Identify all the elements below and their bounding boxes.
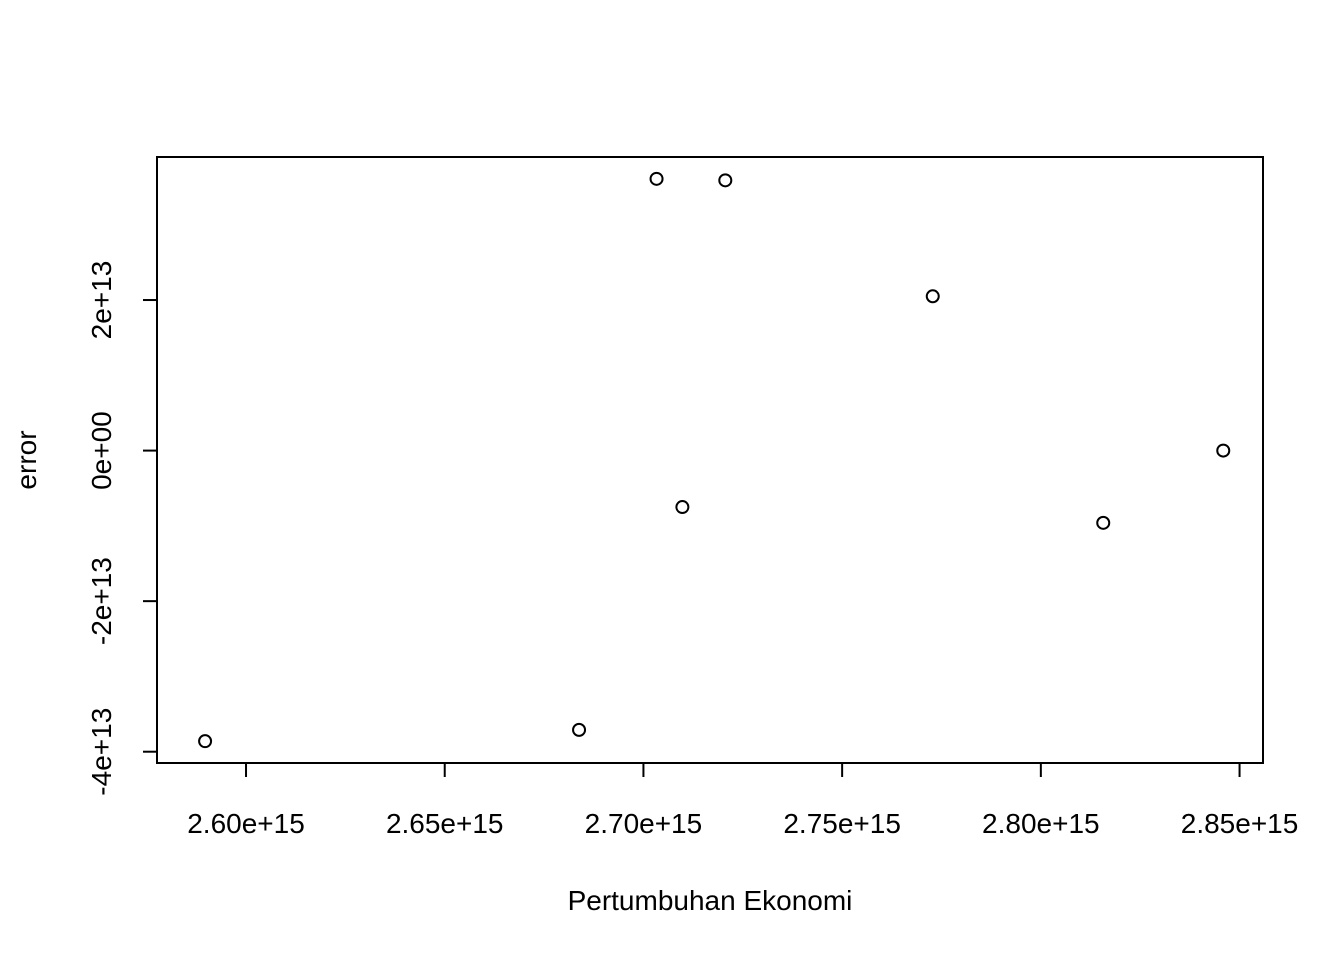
x-tick-label: 2.85e+15 — [1181, 808, 1299, 839]
x-tick-label: 2.60e+15 — [187, 808, 305, 839]
plot-frame — [156, 156, 1264, 764]
x-axis-label: Pertumbuhan Ekonomi — [568, 885, 853, 916]
y-axis: -4e+13 -2e+13 0e+00 2e+13 — [86, 261, 158, 796]
x-axis: 2.60e+15 2.65e+15 2.70e+15 2.75e+15 2.80e+15… — [187, 762, 1299, 839]
y-tick-label: -2e+13 — [86, 557, 117, 645]
data-points — [198, 171, 1231, 749]
y-tick-label: 2e+13 — [86, 261, 117, 340]
data-point — [718, 173, 733, 188]
x-tick-label: 2.80e+15 — [982, 808, 1100, 839]
x-tick-label: 2.75e+15 — [783, 808, 901, 839]
data-point — [649, 171, 664, 186]
data-point — [675, 500, 690, 515]
data-point — [1216, 443, 1231, 458]
data-point — [925, 289, 940, 304]
data-point — [198, 734, 213, 749]
y-tick-label: -4e+13 — [86, 708, 117, 796]
data-point — [1096, 515, 1111, 530]
y-tick-label: 0e+00 — [86, 411, 117, 490]
data-point — [572, 722, 587, 737]
x-tick-label: 2.65e+15 — [386, 808, 504, 839]
y-axis-label: error — [11, 430, 42, 489]
x-tick-label: 2.70e+15 — [585, 808, 703, 839]
